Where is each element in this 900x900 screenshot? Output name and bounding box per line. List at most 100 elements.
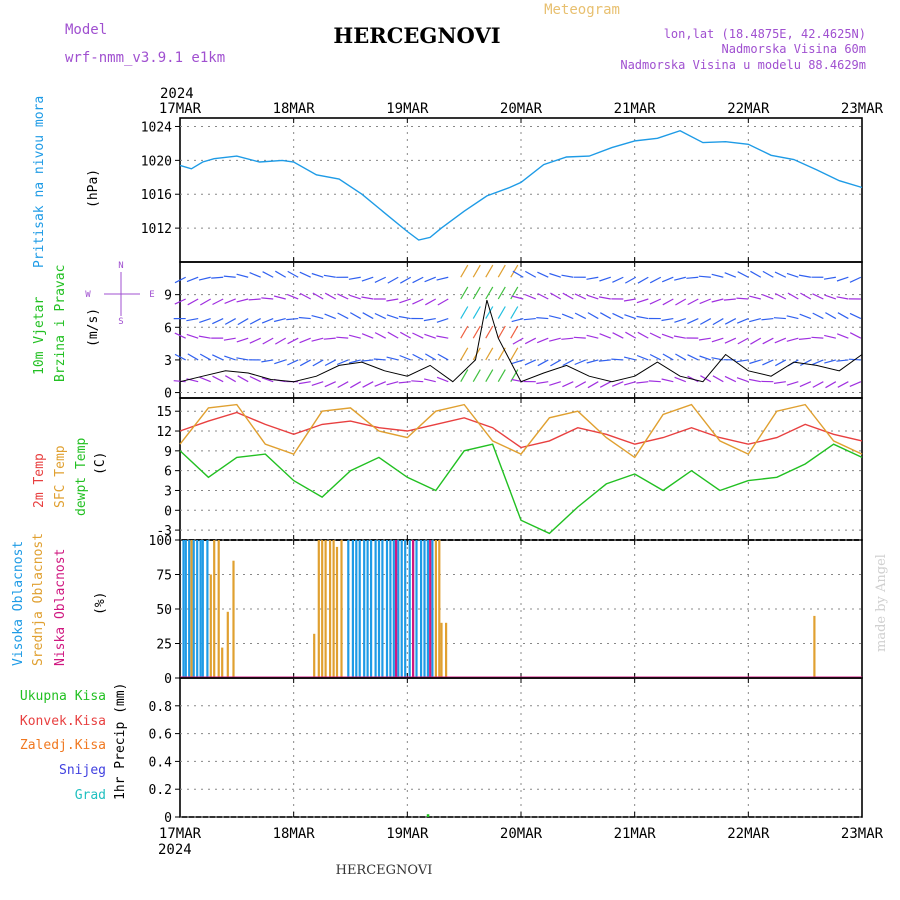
wind-arrow	[323, 337, 336, 340]
wind-arrow	[574, 293, 587, 300]
wind-arrow	[311, 337, 324, 342]
wind-arrow	[649, 298, 662, 305]
cloud-bar	[355, 540, 358, 678]
cloud-bar	[221, 647, 224, 678]
wind-arrow	[212, 298, 224, 306]
cloud-bar	[190, 540, 193, 678]
cloud-bar	[321, 540, 324, 678]
wind-arrow	[510, 325, 519, 339]
wind-arrow	[249, 272, 261, 278]
time-tick-label: 20MAR	[500, 826, 543, 842]
wind-arrow	[787, 292, 799, 300]
wind-arrow	[412, 298, 424, 305]
wind-arrow	[536, 317, 549, 320]
y-tick-label: 50	[156, 603, 172, 618]
wind-arrow	[573, 336, 586, 339]
y-tick-label: 0.6	[149, 728, 172, 743]
page-title: HERCEGNOVI	[333, 23, 500, 48]
y-tick-label: 1024	[141, 120, 172, 135]
wind-arrow	[698, 337, 711, 341]
cloud-bar	[412, 540, 415, 678]
panel-pressure: 1012 1016 1020 1024	[141, 117, 863, 263]
wind-arrow	[661, 317, 674, 322]
compass-n: N	[118, 261, 123, 271]
wind-arrow	[561, 313, 574, 320]
wind-arrow	[275, 337, 287, 345]
wind-arrow	[511, 317, 524, 323]
top-time-labels: 17MAR 18MAR 19MAR 20MAR 21MAR 22MAR 23MAR	[159, 101, 884, 117]
precip-snow-label: Snijeg	[59, 763, 106, 778]
wind-arrow	[237, 375, 249, 383]
cloud-bar	[213, 540, 216, 678]
wind-arrow	[412, 276, 424, 284]
wind-arrow	[261, 318, 274, 324]
wind-arrow	[737, 337, 749, 345]
y-tick-label: 0.2	[149, 783, 172, 798]
wind-arrow	[698, 275, 711, 278]
precip-hail-label: Grad	[75, 788, 106, 803]
wind-arrow	[312, 359, 324, 367]
wind-arrow	[348, 276, 361, 280]
wind-arrow	[636, 298, 649, 304]
wind-arrow	[548, 315, 561, 320]
y-tick-label: 6	[164, 465, 172, 480]
wind-arrow	[337, 293, 349, 300]
wind-arrow	[412, 332, 424, 339]
model-label: Model	[65, 22, 107, 38]
cloud-bar	[445, 622, 448, 678]
wind-arrow	[262, 271, 274, 278]
y-tick-label: 6	[164, 321, 172, 336]
wind-arrow	[786, 315, 799, 320]
wind-arrow	[386, 298, 399, 302]
wind-arrow	[412, 353, 424, 361]
wind-arrow	[174, 332, 186, 339]
cloud-bar	[370, 540, 373, 678]
wind-arrow	[311, 315, 324, 320]
wind-arrow	[662, 353, 674, 361]
wind-arrow	[599, 333, 612, 339]
wind-arrow	[186, 276, 199, 283]
wind-arrow	[336, 359, 349, 366]
cloud-bar	[199, 540, 202, 678]
cloud-bar	[440, 622, 443, 678]
cloud-bar	[196, 540, 199, 678]
wind-arrow	[711, 337, 724, 343]
wind-arrow	[472, 325, 481, 339]
time-tick-label: 19MAR	[386, 826, 429, 842]
time-tick-label: 17MAR	[159, 101, 202, 117]
cloud-bar	[374, 540, 377, 678]
wind-arrow	[799, 381, 812, 388]
wind-arrow	[224, 355, 236, 361]
wind-arrow	[649, 353, 662, 361]
wind-arrow	[798, 337, 811, 340]
cloud-bar	[429, 540, 432, 678]
wind-arrow	[599, 381, 612, 388]
wind-arrow	[611, 381, 624, 387]
wind-arrow	[299, 292, 311, 300]
wind-arrow	[199, 318, 211, 323]
cloud-bar	[340, 540, 343, 678]
wind-arrow	[762, 359, 774, 366]
wind-arrow	[337, 312, 349, 320]
wind-arrow	[436, 276, 449, 281]
wind-arrow	[398, 381, 411, 384]
wind-arrow	[261, 297, 274, 300]
wind-arrow	[723, 298, 736, 301]
cloud-bar	[201, 540, 204, 678]
wind-arrow	[510, 286, 519, 300]
wind-arrow	[661, 333, 674, 339]
y-tick-label: 1012	[141, 222, 172, 237]
wind-arrow	[348, 334, 361, 339]
wind-arrow	[386, 314, 399, 320]
wind-arrow	[472, 264, 481, 278]
time-tick-label: 23MAR	[841, 826, 884, 842]
wind-arrow	[636, 315, 649, 320]
wind-arrow	[460, 286, 469, 300]
wind-arrow	[485, 325, 494, 339]
wind-arrow	[299, 337, 311, 344]
time-tick-label: 20MAR	[500, 101, 543, 117]
time-tick-label: 18MAR	[273, 101, 316, 117]
time-tick-label: 17MAR	[159, 826, 202, 842]
y-tick-label: 25	[156, 638, 172, 653]
wind-arrow	[425, 353, 437, 361]
